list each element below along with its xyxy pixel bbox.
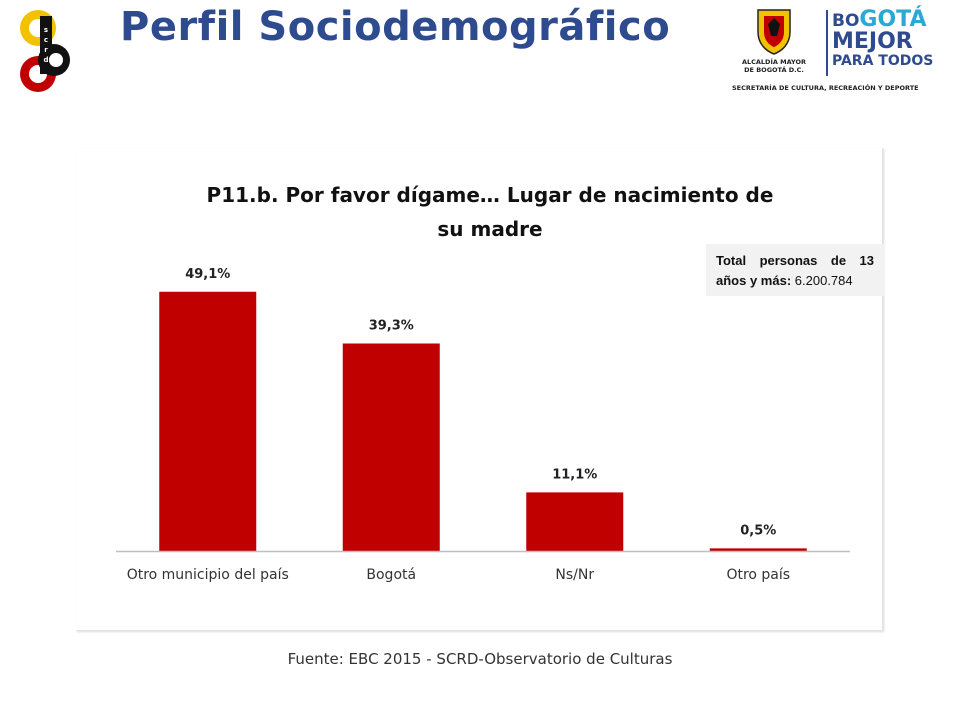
chart-title-line: P11.b. Por favor dígame… Lugar de nacimi… [207, 183, 774, 207]
brand-logo-letter: s [44, 26, 48, 34]
data-label: 39,3% [369, 318, 414, 333]
slogan-mejor: MEJOR [832, 29, 913, 54]
mayor-office-line1: ALCALDÍA MAYOR [741, 58, 807, 66]
government-logo: ALCALDÍA MAYOR DE BOGOTÁ D.C. BOGOTÁ MEJ… [722, 6, 942, 94]
mayor-office-line2: DE BOGOTÁ D.C. [744, 66, 804, 74]
slogan-gota: GOTÁ [859, 7, 927, 32]
bar [159, 291, 257, 551]
total-population-box: Total personas de 13 años y más: 6.200.7… [706, 244, 884, 296]
chart-panel: P11.b. Por favor dígame… Lugar de nacimi… [76, 148, 884, 631]
secretariat-name: SECRETARÍA DE CULTURA, RECREACIÓN Y DEPO… [732, 84, 919, 92]
source-note: Fuente: EBC 2015 - SCRD-Observatorio de … [287, 650, 673, 668]
bar-chart: P11.b. Por favor dígame… Lugar de nacimi… [116, 183, 850, 583]
brand-logo-letter: d [43, 56, 48, 64]
slogan: BOGOTÁ MEJOR PARA TODOS [832, 7, 942, 70]
category-label: Otro municipio del país [127, 567, 289, 583]
bar [526, 492, 624, 551]
bar [709, 548, 807, 551]
data-label: 11,1% [552, 467, 597, 482]
total-population-value: 6.200.784 [794, 273, 853, 288]
logo-divider [826, 10, 828, 76]
brand-logo-letter: r [44, 46, 48, 54]
category-label: Ns/Nr [555, 567, 594, 583]
page-title: Perfil Sociodemográfico [120, 4, 671, 50]
data-label: 0,5% [740, 523, 776, 538]
chart-title-line: su madre [437, 217, 542, 241]
slogan-para-todos: PARA TODOS [832, 53, 934, 69]
mayor-office-name: ALCALDÍA MAYOR DE BOGOTÁ D.C. [726, 58, 822, 74]
total-population-label: Total personas de 13 años y más: [716, 253, 874, 288]
category-label: Bogotá [366, 567, 416, 583]
coat-of-arms-block: ALCALDÍA MAYOR DE BOGOTÁ D.C. [726, 6, 822, 82]
bar [342, 343, 440, 551]
brand-logo-letter: c [44, 36, 48, 44]
data-label: 49,1% [185, 267, 230, 282]
category-label: Otro país [726, 567, 790, 583]
brand-logo: s c r d [20, 10, 70, 92]
coat-of-arms-icon [757, 9, 791, 55]
slogan-bo: BO [832, 11, 860, 31]
